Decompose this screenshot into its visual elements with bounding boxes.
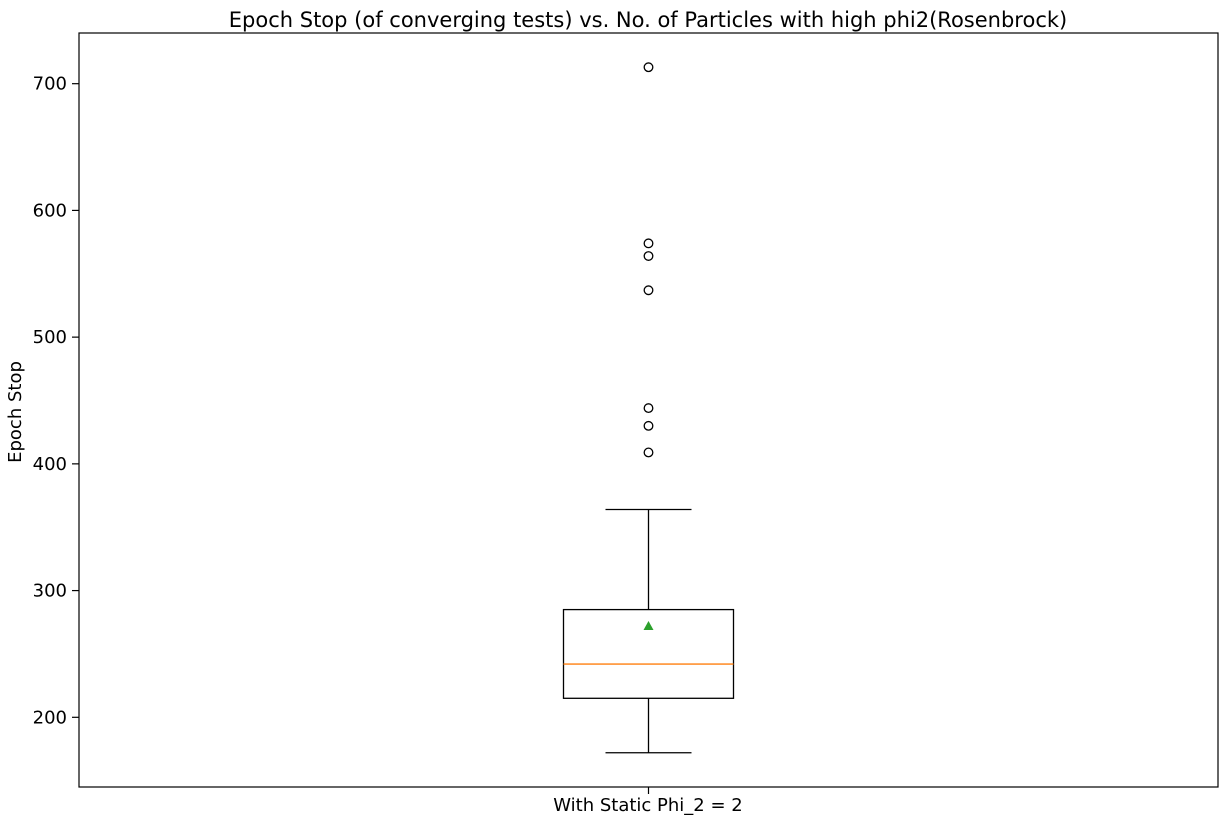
outlier-point	[643, 285, 654, 296]
outlier-point	[643, 251, 654, 261]
y-axis-title: Epoch Stop	[5, 361, 26, 463]
chart-title: Epoch Stop (of converging tests) vs. No.…	[229, 8, 1067, 32]
mean-marker	[643, 621, 654, 631]
x-axis-title: With Static Phi_2 = 2	[553, 795, 742, 816]
plot-frame	[78, 32, 1219, 788]
outlier-point	[643, 238, 654, 249]
plot-area: 200 300 400 500 600 700	[33, 62, 735, 794]
outlier-point	[643, 62, 654, 73]
outlier-point	[643, 403, 654, 414]
y-tick-label: 200	[33, 707, 67, 728]
y-tick-label: 400	[33, 454, 67, 475]
y-tick-label: 700	[33, 74, 67, 95]
outlier-point	[643, 420, 654, 431]
y-tick-label: 500	[33, 327, 67, 348]
y-tick-label: 600	[33, 200, 67, 221]
box-iqr	[562, 608, 735, 699]
outlier-point	[643, 447, 654, 458]
y-tick-label: 300	[33, 581, 67, 602]
